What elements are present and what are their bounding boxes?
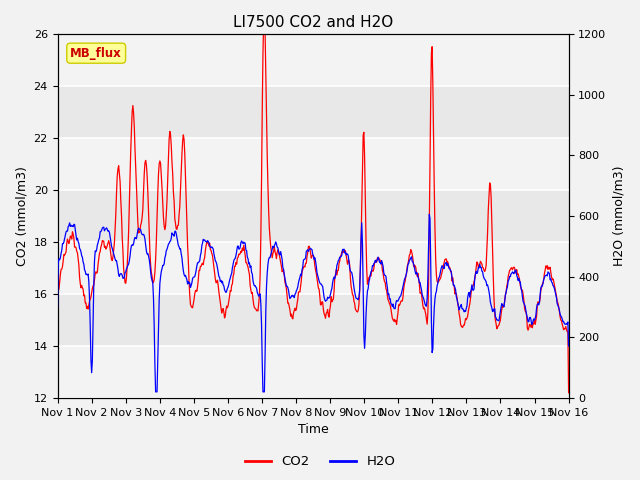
Y-axis label: CO2 (mmol/m3): CO2 (mmol/m3)	[15, 166, 28, 266]
X-axis label: Time: Time	[298, 423, 328, 436]
Bar	[58, 346, 568, 398]
Bar	[58, 34, 568, 86]
Title: LI7500 CO2 and H2O: LI7500 CO2 and H2O	[233, 15, 393, 30]
Bar	[58, 242, 568, 294]
Bar	[58, 138, 568, 190]
Text: MB_flux: MB_flux	[70, 47, 122, 60]
Legend: CO2, H2O: CO2, H2O	[239, 450, 401, 473]
Y-axis label: H2O (mmol/m3): H2O (mmol/m3)	[612, 166, 625, 266]
